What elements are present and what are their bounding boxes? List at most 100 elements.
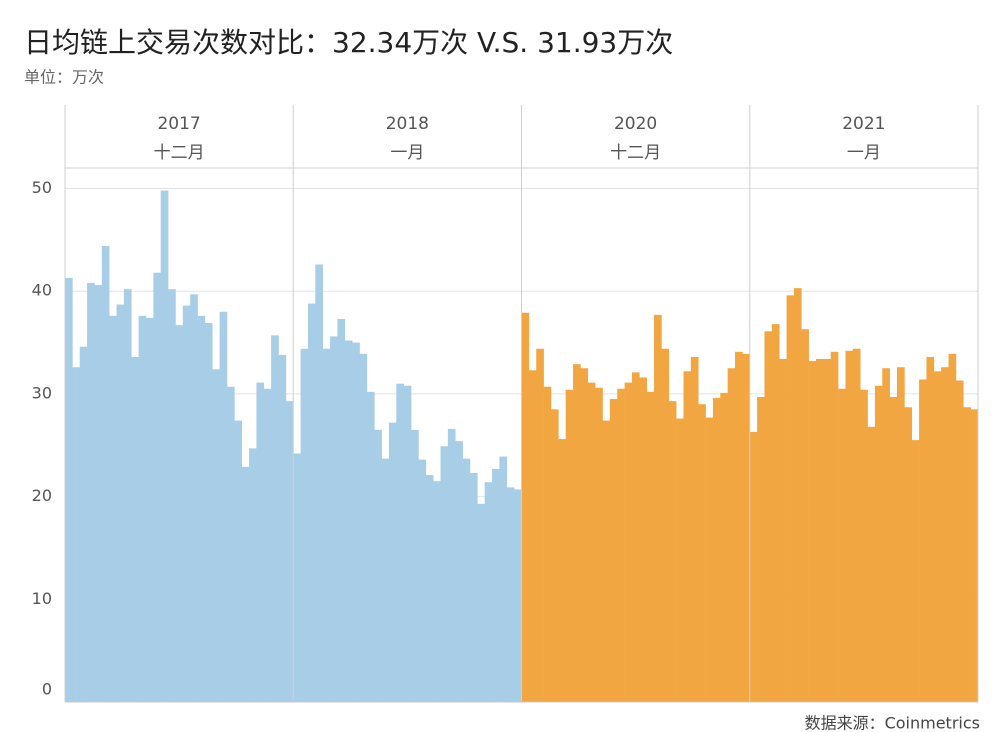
bar <box>816 359 824 702</box>
bar <box>727 368 736 702</box>
bar <box>528 370 537 702</box>
chart-subtitle: 单位：万次 <box>24 68 104 87</box>
bar <box>874 385 883 702</box>
bar <box>344 340 353 702</box>
bar <box>381 458 390 702</box>
bar <box>79 346 88 702</box>
bar <box>550 409 559 702</box>
panel-year: 2018 <box>386 114 429 134</box>
bar <box>793 288 802 702</box>
bar <box>609 399 618 702</box>
bar <box>602 420 611 702</box>
bar <box>285 401 294 702</box>
bar <box>911 440 920 702</box>
bar <box>447 428 456 702</box>
bar <box>440 446 449 702</box>
bar <box>536 348 544 702</box>
bar <box>65 277 73 702</box>
bar <box>138 315 147 702</box>
panel-month: 一月 <box>390 143 424 163</box>
bar <box>573 364 581 702</box>
bar <box>374 429 382 702</box>
bar <box>661 348 670 702</box>
panel-year: 2021 <box>842 114 885 134</box>
bar <box>388 422 397 702</box>
bar <box>411 429 419 702</box>
bar <box>735 351 743 702</box>
chart-title: 日均链上交易次数对比：32.34万次 V.S. 31.93万次 <box>24 26 673 59</box>
bar <box>705 417 714 702</box>
bar <box>963 407 971 702</box>
bar <box>830 351 839 702</box>
y-tick-label: 40 <box>32 281 52 300</box>
bar <box>418 459 427 702</box>
bar <box>595 387 603 702</box>
bar <box>263 388 272 702</box>
bar <box>212 369 220 702</box>
bar <box>646 391 655 702</box>
bar <box>477 503 485 702</box>
y-tick-label: 0 <box>42 680 52 699</box>
bar <box>786 295 795 702</box>
bar <box>101 246 110 703</box>
bar <box>808 361 817 702</box>
bar <box>955 380 964 702</box>
bar <box>764 331 773 702</box>
bar <box>182 305 191 702</box>
bar <box>322 348 331 702</box>
bar <box>933 371 942 702</box>
bar <box>116 304 125 702</box>
bar <box>565 389 574 702</box>
bar <box>683 371 692 702</box>
bar <box>889 397 898 702</box>
bar <box>631 372 640 702</box>
source-note: 数据来源：Coinmetrics <box>805 714 980 732</box>
bar <box>87 283 95 702</box>
bar <box>676 418 684 702</box>
bar <box>226 386 235 702</box>
bar <box>617 388 625 702</box>
bar <box>970 409 979 702</box>
bar <box>639 377 647 702</box>
bar <box>484 482 493 702</box>
bar <box>654 314 662 702</box>
bar <box>543 386 552 702</box>
bar <box>330 336 338 702</box>
bar <box>307 303 316 702</box>
bar <box>204 323 213 702</box>
bar <box>690 356 699 702</box>
bar <box>506 487 515 702</box>
bar <box>779 359 787 702</box>
bar <box>190 294 198 702</box>
bar <box>234 420 243 702</box>
y-tick-label: 10 <box>32 589 52 608</box>
bar <box>587 382 596 702</box>
bar <box>852 348 861 702</box>
bar <box>521 312 530 702</box>
bar <box>175 325 184 702</box>
bar <box>860 389 868 702</box>
bar <box>668 401 677 702</box>
bar <box>359 353 368 702</box>
bar <box>352 342 360 702</box>
bar <box>396 383 404 702</box>
bar <box>131 356 139 702</box>
bar <box>845 350 854 702</box>
y-tick-label: 30 <box>32 383 52 402</box>
bar <box>256 382 265 702</box>
bar <box>919 379 927 702</box>
bar <box>492 468 500 702</box>
bar <box>241 466 250 702</box>
bar <box>624 382 633 702</box>
bar <box>742 353 751 702</box>
bar <box>433 481 441 702</box>
bar <box>469 472 478 702</box>
bar <box>271 335 279 702</box>
bar <box>926 356 935 702</box>
bar <box>315 264 324 702</box>
bar <box>109 315 117 702</box>
bar <box>425 475 434 702</box>
bar <box>197 315 206 702</box>
bar <box>94 285 103 702</box>
